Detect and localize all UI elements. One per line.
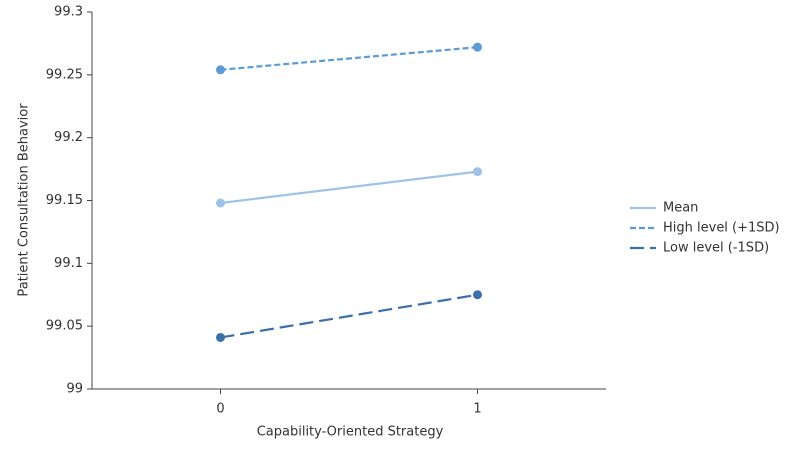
- point: [216, 198, 225, 208]
- y-tick-label: 99.05: [46, 319, 83, 334]
- y-tick-label: 99: [66, 382, 83, 397]
- y-tick-label: 99.1: [54, 256, 83, 271]
- point: [473, 290, 482, 300]
- y-tick-label: 99.15: [46, 193, 83, 208]
- legend-label: High level (+1SD): [663, 221, 780, 236]
- legend-label: Mean: [663, 201, 698, 216]
- point: [216, 332, 225, 342]
- x-tick-label: 0: [216, 402, 224, 417]
- y-tick-label: 99.2: [54, 130, 83, 145]
- point: [473, 42, 482, 52]
- series-line: [220, 293, 478, 339]
- series-line: [220, 46, 478, 71]
- x-tick-label: 1: [473, 402, 481, 417]
- point: [473, 167, 482, 177]
- y-tick-label: 99.3: [54, 5, 83, 20]
- y-axis-label: Patient Consultation Behavior: [17, 103, 32, 297]
- legend-label: Low level (-1SD): [663, 241, 769, 256]
- point: [216, 65, 225, 75]
- y-tick-label: 99.25: [46, 67, 83, 82]
- x-axis-label: Capability-Oriented Strategy: [257, 425, 444, 440]
- series-line: [220, 170, 478, 205]
